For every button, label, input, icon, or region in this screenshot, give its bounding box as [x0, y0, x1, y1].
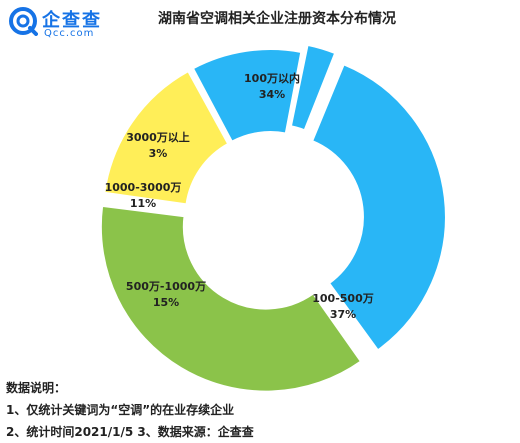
logo-url: Qcc.com [44, 28, 95, 39]
slice-value-4: 11% [130, 197, 156, 210]
chart-title: 湖南省空调相关企业注册资本分布情况 [158, 11, 396, 27]
slice-2 [99, 204, 363, 393]
slice-4 [191, 48, 303, 143]
slice-3 [103, 69, 230, 206]
slice-value-5: 3% [149, 147, 168, 160]
logo-text: 企查查 [42, 10, 102, 31]
slice-value-2: 37% [330, 308, 356, 321]
slice-label-4: 1000-3000万 [105, 181, 182, 194]
notes-line-2: 2、统计时间2021/1/5 3、数据来源：企查查 [6, 425, 254, 439]
slice-value-3: 15% [153, 296, 179, 309]
slice-label-2: 100-500万 [312, 292, 374, 305]
slice-1 [310, 62, 447, 352]
slice-5 [289, 43, 337, 132]
slice-label-5: 3000万以上 [126, 130, 190, 144]
data-notes: 数据说明： 1、仅统计关键词为“空调”的在业存续企业 2、统计时间2021/1/… [6, 377, 254, 443]
slice-label-1: 100万以内 [244, 71, 300, 85]
qcc-logo: 企查查 Qcc.com [8, 6, 126, 46]
notes-line-1: 1、仅统计关键词为“空调”的在业存续企业 [6, 403, 235, 417]
slice-value-1: 34% [259, 88, 285, 101]
slice-label-3: 500万-1000万 [126, 280, 206, 293]
qcc-logo-icon [9, 7, 38, 36]
notes-heading: 数据说明： [6, 381, 67, 395]
